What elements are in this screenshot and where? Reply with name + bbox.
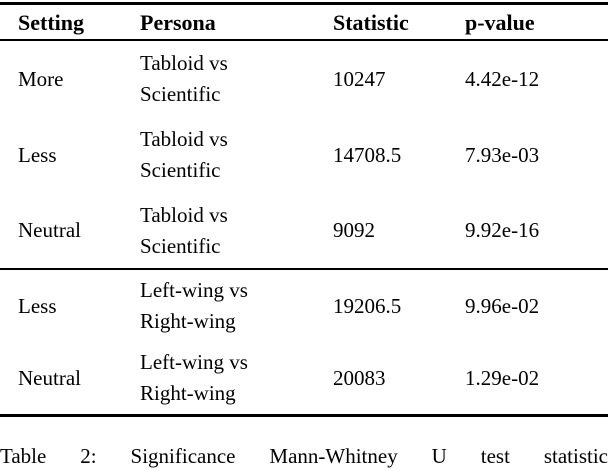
p-value-cell: 9.92e-16 <box>465 218 540 242</box>
column-header-persona: Persona <box>140 9 216 35</box>
table-row: Neutral Left-wing vs Right-wing 20083 1.… <box>0 342 608 414</box>
persona-cell: Tabloid vs Scientific <box>140 202 228 258</box>
persona-cell: Tabloid vs Scientific <box>140 127 228 182</box>
p-value-cell: 7.93e-03 <box>465 142 540 167</box>
table-row: Neutral Tabloid vs Scientific 9092 9.92e… <box>0 193 608 268</box>
persona-cell: Left-wing vs Right-wing <box>140 278 248 333</box>
p-value-cell: 4.42e-12 <box>465 66 540 91</box>
column-header-statistic: Statistic <box>333 9 409 35</box>
setting-cell: Less <box>18 293 57 318</box>
table-header-rule <box>0 39 608 41</box>
setting-cell: More <box>18 66 64 91</box>
statistic-cell: 10247 <box>333 66 386 91</box>
p-value-cell: 1.29e-02 <box>465 365 540 390</box>
table-top-rule <box>0 2 608 5</box>
statistic-cell: 9092 <box>333 218 375 242</box>
statistic-cell: 14708.5 <box>333 142 402 167</box>
persona-cell: Left-wing vs Right-wing <box>140 350 248 405</box>
table-mid-rule <box>0 268 608 270</box>
p-value-cell: 9.96e-02 <box>465 293 540 318</box>
table-header-row: Setting Persona Statistic p-value <box>0 5 608 39</box>
table-row: More Tabloid vs Scientific 10247 4.42e-1… <box>0 41 608 117</box>
table-row: Less Left-wing vs Right-wing 19206.5 9.9… <box>0 270 608 342</box>
setting-cell: Less <box>18 142 57 167</box>
statistic-cell: 20083 <box>333 365 386 390</box>
column-header-setting: Setting <box>18 9 84 35</box>
persona-cell: Tabloid vs Scientific <box>140 51 228 106</box>
table-bottom-rule <box>0 414 608 417</box>
statistic-cell: 19206.5 <box>333 293 402 318</box>
setting-cell: Neutral <box>18 218 81 242</box>
column-header-p-value: p-value <box>465 9 535 35</box>
table-row: Less Tabloid vs Scientific 14708.5 7.93e… <box>0 117 608 193</box>
setting-cell: Neutral <box>18 365 81 390</box>
table-caption: Table 2: Significance Mann-Whitney U tes… <box>0 444 608 468</box>
